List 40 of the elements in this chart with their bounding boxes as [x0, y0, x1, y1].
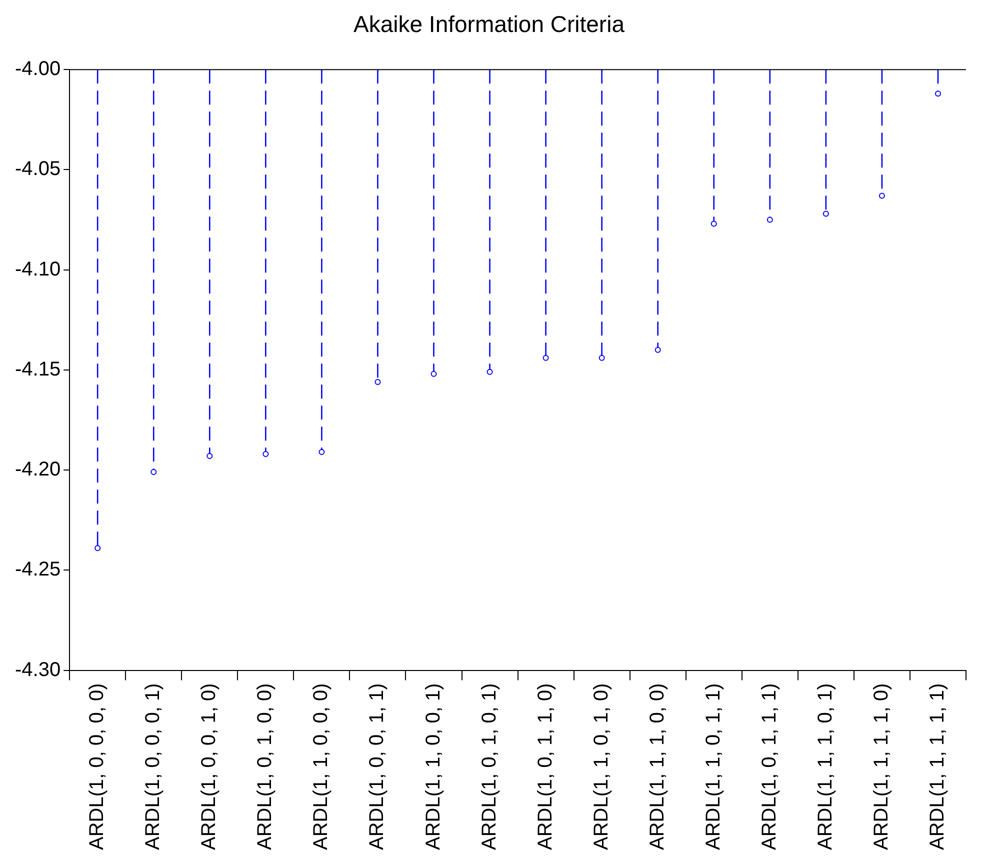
point: [878, 192, 885, 199]
x-tick-label: ARDL(1, 1, 0, 1, 1): [702, 683, 724, 850]
x-tick-label: ARDL(1, 1, 1, 0, 1): [814, 683, 836, 850]
chart-title: Akaike Information Criteria: [354, 11, 625, 38]
x-tick-label: ARDL(1, 0, 1, 0, 0): [254, 683, 276, 850]
x-tick-label: ARDL(1, 1, 1, 1, 1): [926, 683, 949, 850]
x-tick-label: ARDL(1, 0, 1, 1, 1): [758, 683, 780, 850]
point: [430, 370, 437, 377]
x-tick-label: ARDL(1, 1, 0, 1, 0): [590, 683, 612, 850]
y-tick-label: -4.10: [14, 258, 61, 280]
point: [598, 354, 605, 361]
point: [710, 220, 717, 227]
y-tick-label: -4.00: [14, 58, 61, 80]
point: [206, 453, 213, 460]
x-tick-label: ARDL(1, 0, 0, 1, 0): [198, 683, 220, 850]
y-tick-label: -4.20: [14, 458, 61, 481]
x-tick-label: ARDL(1, 0, 1, 0, 1): [478, 683, 500, 850]
point: [542, 354, 549, 361]
x-tick-label: ARDL(1, 1, 0, 0, 1): [422, 683, 444, 850]
x-tick-label: ARDL(1, 0, 0, 1, 1): [366, 683, 388, 850]
x-tick-label: ARDL(1, 0, 1, 1, 0): [534, 683, 556, 850]
point: [654, 346, 661, 353]
point: [374, 378, 381, 385]
point: [150, 469, 157, 476]
point: [766, 216, 773, 223]
x-tick-label: ARDL(1, 0, 0, 0, 0): [86, 683, 108, 850]
x-tick-label: ARDL(1, 1, 1, 0, 0): [646, 683, 668, 850]
y-tick-label: -4.05: [14, 158, 61, 180]
y-tick-label: -4.15: [14, 358, 61, 380]
x-tick-label: ARDL(1, 0, 0, 0, 1): [142, 683, 164, 850]
point: [318, 449, 325, 456]
point: [94, 545, 101, 552]
y-tick-label: -4.25: [14, 558, 61, 581]
x-tick-label: ARDL(1, 1, 1, 1, 0): [870, 683, 892, 850]
point: [262, 451, 269, 458]
point: [486, 368, 493, 375]
point: [934, 90, 941, 97]
y-tick-label: -4.30: [14, 658, 61, 681]
x-tick-label: ARDL(1, 1, 0, 0, 0): [310, 683, 332, 850]
point: [822, 210, 829, 217]
